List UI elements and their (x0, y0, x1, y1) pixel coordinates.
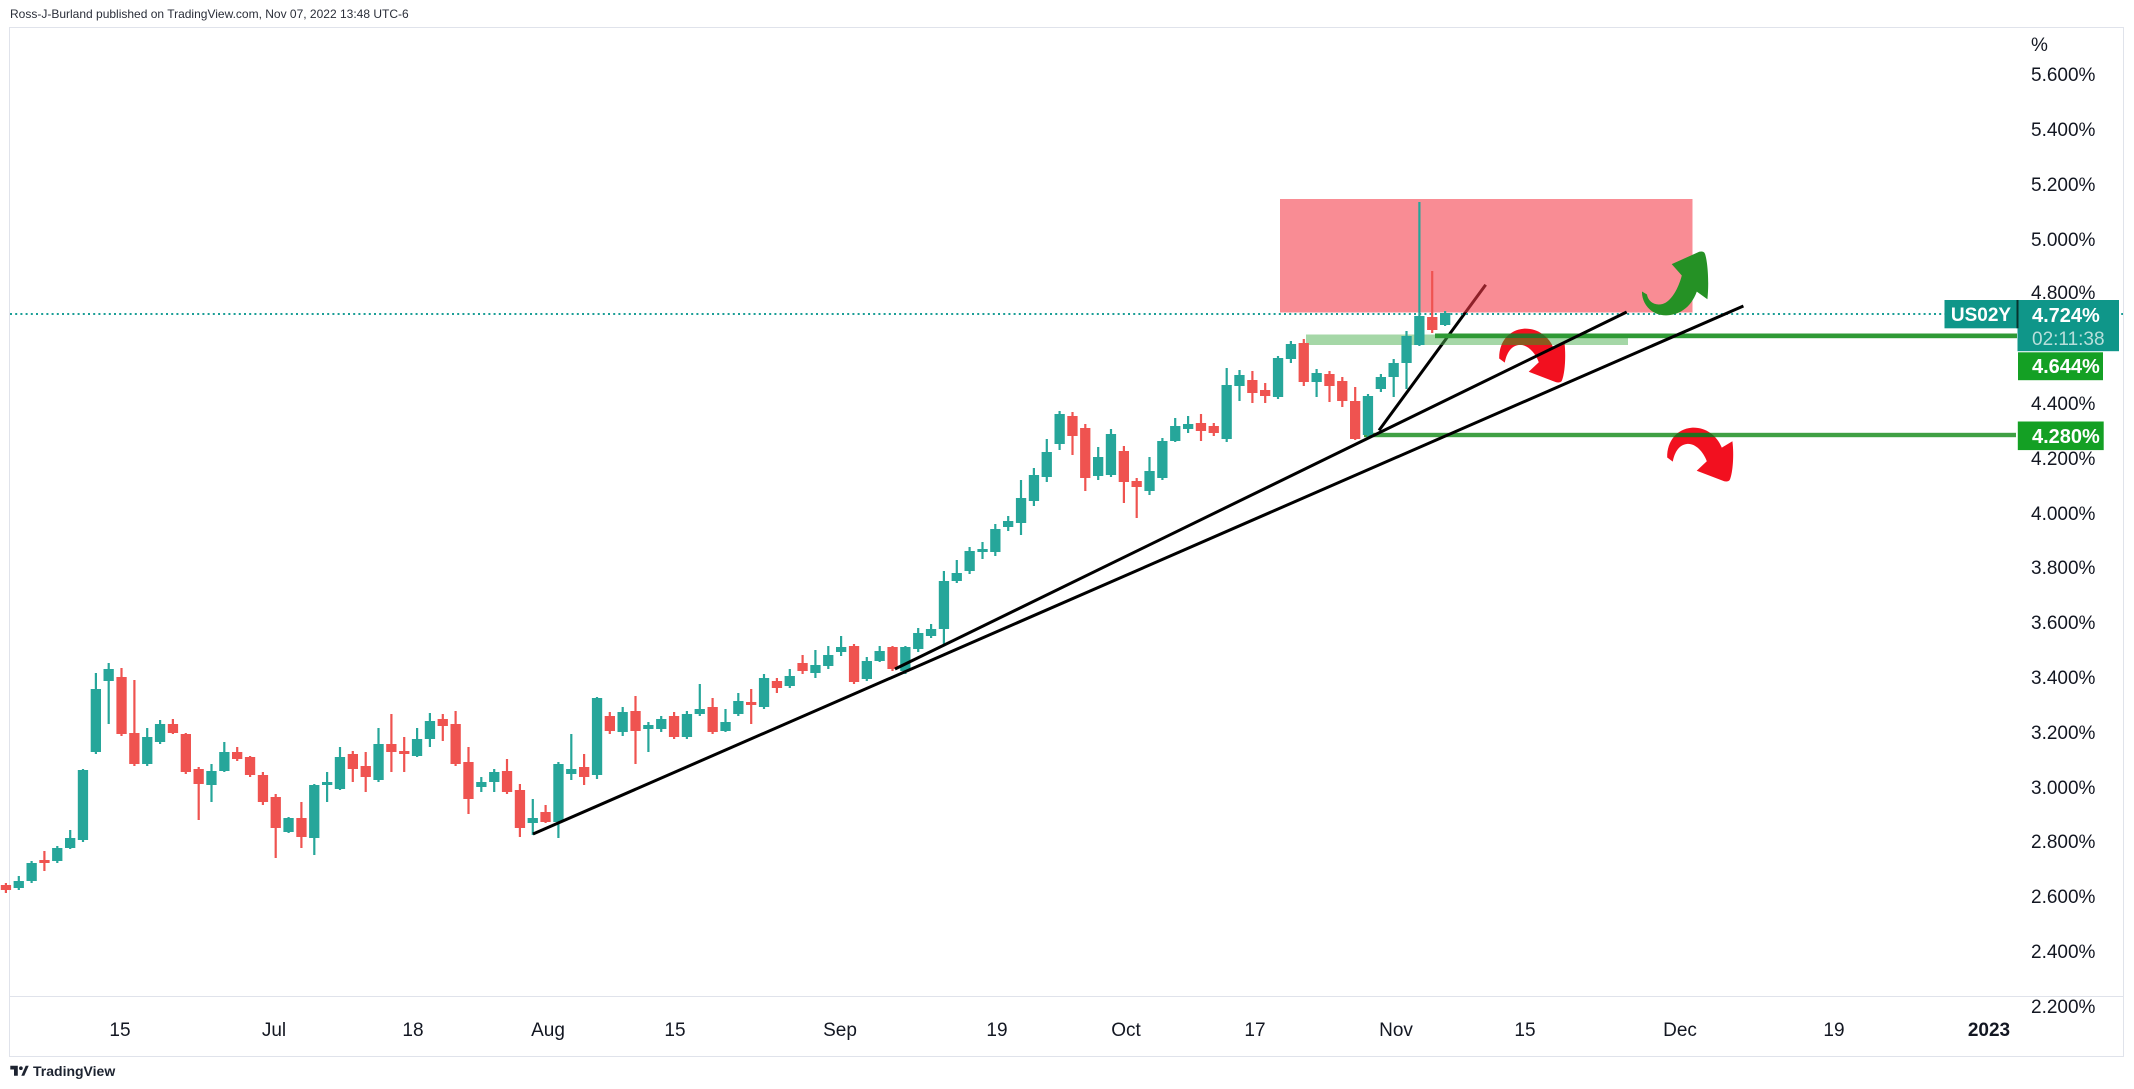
svg-text:2.800%: 2.800% (2031, 832, 2096, 853)
svg-text:17: 17 (1244, 1020, 1265, 1041)
svg-text:2.600%: 2.600% (2031, 887, 2096, 908)
svg-text:3.200%: 3.200% (2031, 723, 2096, 744)
svg-text:19: 19 (986, 1020, 1007, 1041)
svg-text:15: 15 (109, 1020, 130, 1041)
svg-text:4.644%: 4.644% (2032, 356, 2100, 378)
svg-text:Ross-J-Burland published on Tr: Ross-J-Burland published on TradingView.… (10, 7, 409, 21)
svg-text:3.800%: 3.800% (2031, 558, 2096, 579)
svg-text:5.200%: 5.200% (2031, 175, 2096, 196)
svg-text:Jul: Jul (262, 1020, 286, 1041)
svg-text:Oct: Oct (1111, 1020, 1141, 1041)
svg-text:US02Y: US02Y (1951, 305, 2012, 326)
svg-text:Dec: Dec (1663, 1020, 1697, 1041)
svg-text:3.400%: 3.400% (2031, 668, 2096, 689)
svg-text:TradingView: TradingView (33, 1063, 115, 1079)
svg-text:4.400%: 4.400% (2031, 394, 2096, 415)
svg-text:Aug: Aug (531, 1020, 565, 1041)
svg-text:Sep: Sep (823, 1020, 857, 1041)
svg-text:4.724%: 4.724% (2032, 305, 2100, 327)
svg-text:4.280%: 4.280% (2032, 426, 2100, 448)
svg-text:02:11:38: 02:11:38 (2032, 329, 2105, 350)
svg-text:5.400%: 5.400% (2031, 120, 2096, 141)
svg-text:5.600%: 5.600% (2031, 65, 2096, 86)
svg-text:15: 15 (1514, 1020, 1535, 1041)
svg-text:%: % (2031, 35, 2048, 56)
svg-text:5.000%: 5.000% (2031, 230, 2096, 251)
svg-text:2.200%: 2.200% (2031, 997, 2096, 1018)
svg-text:2.400%: 2.400% (2031, 942, 2096, 963)
svg-text:2023: 2023 (1968, 1020, 2010, 1041)
svg-text:Nov: Nov (1379, 1020, 1413, 1041)
svg-text:4.800%: 4.800% (2031, 283, 2096, 304)
svg-text:3.000%: 3.000% (2031, 778, 2096, 799)
svg-text:15: 15 (664, 1020, 685, 1041)
svg-text:18: 18 (402, 1020, 423, 1041)
svg-text:4.000%: 4.000% (2031, 504, 2096, 525)
svg-text:4.200%: 4.200% (2031, 449, 2096, 470)
svg-text:19: 19 (1823, 1020, 1844, 1041)
svg-text:3.600%: 3.600% (2031, 613, 2096, 634)
